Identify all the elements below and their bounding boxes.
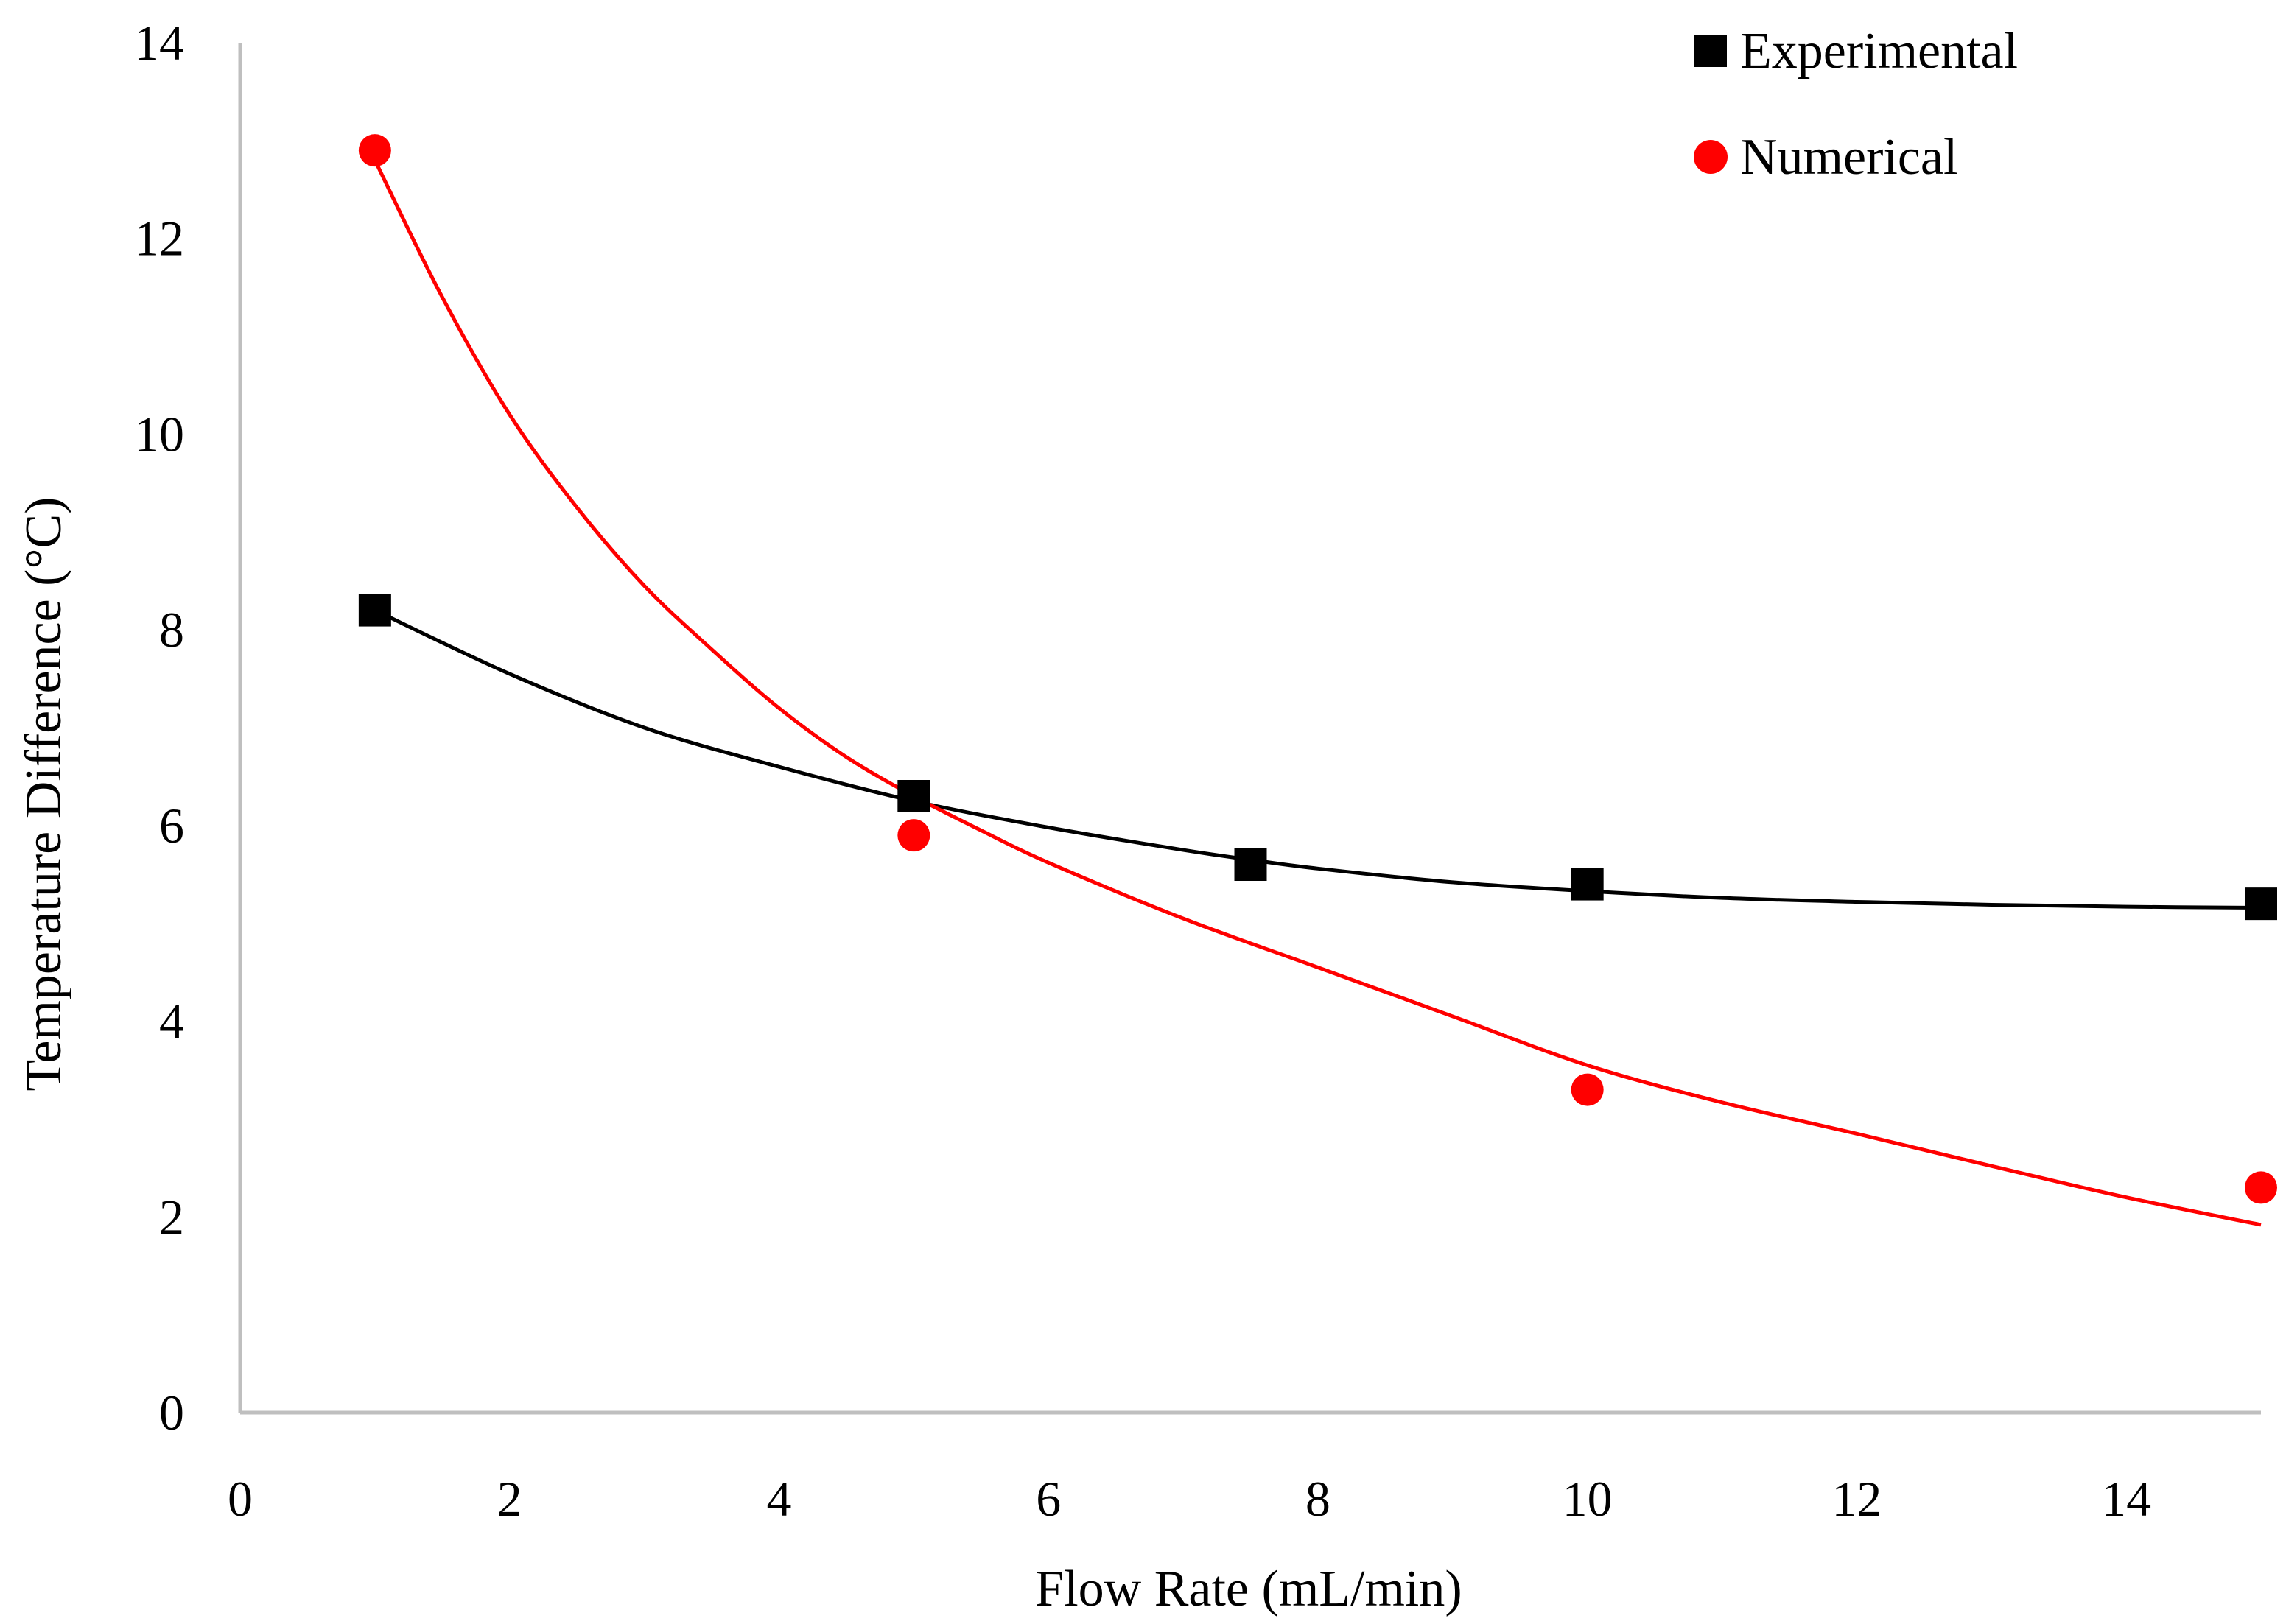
axes-layer <box>238 43 2261 1415</box>
y-tick-label: 2 <box>159 1189 184 1245</box>
x-tick-label: 8 <box>1305 1471 1330 1527</box>
x-tick-label: 0 <box>228 1471 253 1527</box>
legend-label-numerical: Numerical <box>1740 129 1957 186</box>
trendlines <box>373 159 2262 1227</box>
y-tick-label: 10 <box>134 406 184 462</box>
x-tick-label: 4 <box>766 1471 791 1527</box>
y-tick-label: 12 <box>134 211 184 267</box>
trendline-experimental <box>374 608 2262 910</box>
y-tick-label: 6 <box>159 798 184 854</box>
experimental-point <box>2245 887 2277 921</box>
x-axis-title: Flow Rate (mL/min) <box>1035 1561 1462 1617</box>
data-markers <box>358 134 2277 1204</box>
legend-marker-numerical <box>1694 140 1728 174</box>
trendline-numerical <box>373 159 2262 1227</box>
experimental-point <box>1234 848 1267 881</box>
tick-labels: 0 2 4 6 8 10 12 14 0 2 4 6 8 10 12 14 <box>134 15 2151 1527</box>
x-tick-label: 12 <box>1831 1471 1882 1527</box>
y-tick-label: 0 <box>159 1385 184 1441</box>
x-tick-label: 10 <box>1563 1471 1613 1527</box>
experimental-point <box>358 594 391 627</box>
y-axis-title: Temperature Difference (°C) <box>15 497 72 1092</box>
x-tick-label: 14 <box>2101 1471 2151 1527</box>
x-tick-label: 2 <box>497 1471 522 1527</box>
y-tick-label: 14 <box>134 15 184 71</box>
numerical-point <box>1571 1073 1604 1106</box>
experimental-point <box>1571 868 1604 901</box>
legend-label-experimental: Experimental <box>1740 23 2018 80</box>
numerical-point <box>897 819 930 852</box>
y-tick-label: 4 <box>159 994 184 1050</box>
numerical-point <box>358 134 391 167</box>
x-tick-label: 6 <box>1036 1471 1061 1527</box>
y-tick-label: 8 <box>159 602 184 658</box>
legend-marker-experimental <box>1694 35 1727 67</box>
legend: Experimental Numerical <box>1694 23 2018 186</box>
experimental-point <box>897 780 930 812</box>
numerical-point <box>2245 1171 2277 1204</box>
